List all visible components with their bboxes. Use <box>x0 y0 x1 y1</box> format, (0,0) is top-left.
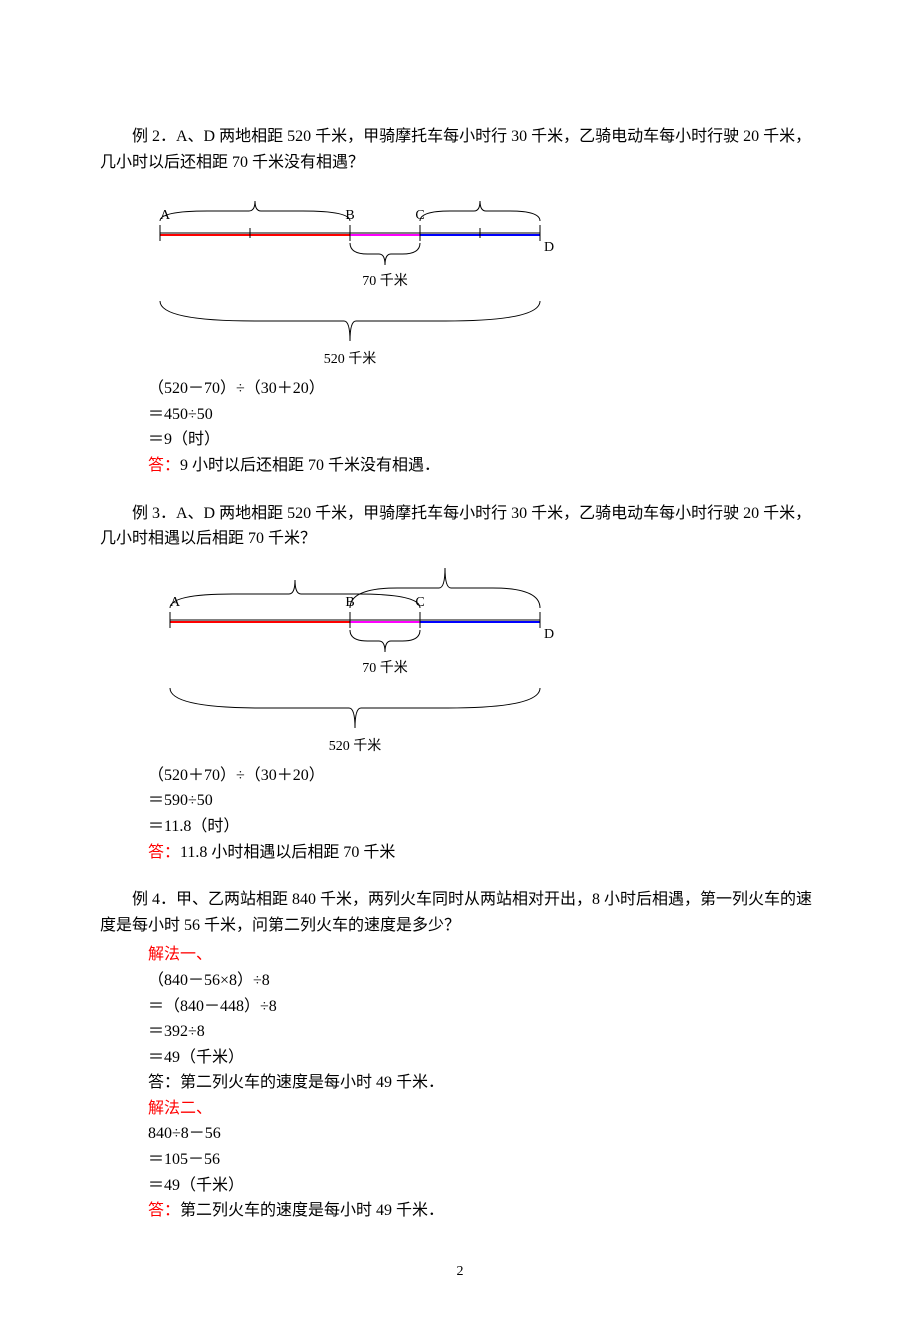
answer-text: 9 小时以后还相距 70 千米没有相遇． <box>180 457 440 474</box>
ex4-problem: 例 4．甲、乙两站相距 840 千米，两列火车同时从两站相对开出，8 小时后相遇… <box>100 887 820 938</box>
ex4-method2-label: 解法二、 <box>148 1096 820 1122</box>
ex2-calc-3: ＝9（时） <box>148 427 820 453</box>
ex4-m1-c1: （840－56×8）÷8 <box>148 968 820 994</box>
ex4-m1-c4: ＝49（千米） <box>148 1045 820 1071</box>
svg-text:D: D <box>544 627 554 642</box>
svg-text:70 千米: 70 千米 <box>362 660 408 676</box>
answer-label: 答： <box>148 1202 180 1219</box>
ex4-m2-c2: ＝105－56 <box>148 1147 820 1173</box>
ex2-problem: 例 2．A、D 两地相距 520 千米，甲骑摩托车每小时行 30 千米，乙骑电动… <box>100 124 820 175</box>
ex2-answer: 答：9 小时以后还相距 70 千米没有相遇． <box>148 453 820 479</box>
svg-text:520 千米: 520 千米 <box>329 738 382 754</box>
ex4-m2-c3: ＝49（千米） <box>148 1173 820 1199</box>
svg-text:70 千米: 70 千米 <box>362 273 408 289</box>
answer-label: 答： <box>148 457 180 474</box>
answer-text: 第二列火车的速度是每小时 49 千米． <box>180 1202 444 1219</box>
ex4-m2-ans: 答：第二列火车的速度是每小时 49 千米． <box>148 1198 820 1224</box>
ex2-diagram: ABCD70 千米520 千米 <box>140 181 820 376</box>
ex3-diagram: ABCD70 千米520 千米 <box>140 558 820 763</box>
ex3-calc-3: ＝11.8（时） <box>148 814 820 840</box>
page-number: 2 <box>100 1264 820 1280</box>
ex4-m1-c3: ＝392÷8 <box>148 1019 820 1045</box>
svg-text:A: A <box>170 595 181 610</box>
ex4-m1-c2: ＝（840－448）÷8 <box>148 994 820 1020</box>
answer-label: 答： <box>148 844 180 861</box>
page-content: 例 2．A、D 两地相距 520 千米，甲骑摩托车每小时行 30 千米，乙骑电动… <box>0 0 920 1320</box>
ex3-problem: 例 3．A、D 两地相距 520 千米，甲骑摩托车每小时行 30 千米，乙骑电动… <box>100 501 820 552</box>
ex3-calc-2: ＝590÷50 <box>148 788 820 814</box>
ex3-calc-1: （520＋70）÷（30＋20） <box>148 763 820 789</box>
ex4-m2-c1: 840÷8－56 <box>148 1121 820 1147</box>
answer-text: 11.8 小时相遇以后相距 70 千米 <box>180 844 395 861</box>
svg-text:520 千米: 520 千米 <box>324 351 377 367</box>
ex2-calc-2: ＝450÷50 <box>148 402 820 428</box>
ex2-calc-1: （520－70）÷（30＋20） <box>148 376 820 402</box>
svg-text:D: D <box>544 240 554 255</box>
ex4-m1-ans: 答：第二列火车的速度是每小时 49 千米． <box>148 1070 820 1096</box>
ex3-answer: 答：11.8 小时相遇以后相距 70 千米 <box>148 840 820 866</box>
ex4-method1-label: 解法一、 <box>148 942 820 968</box>
